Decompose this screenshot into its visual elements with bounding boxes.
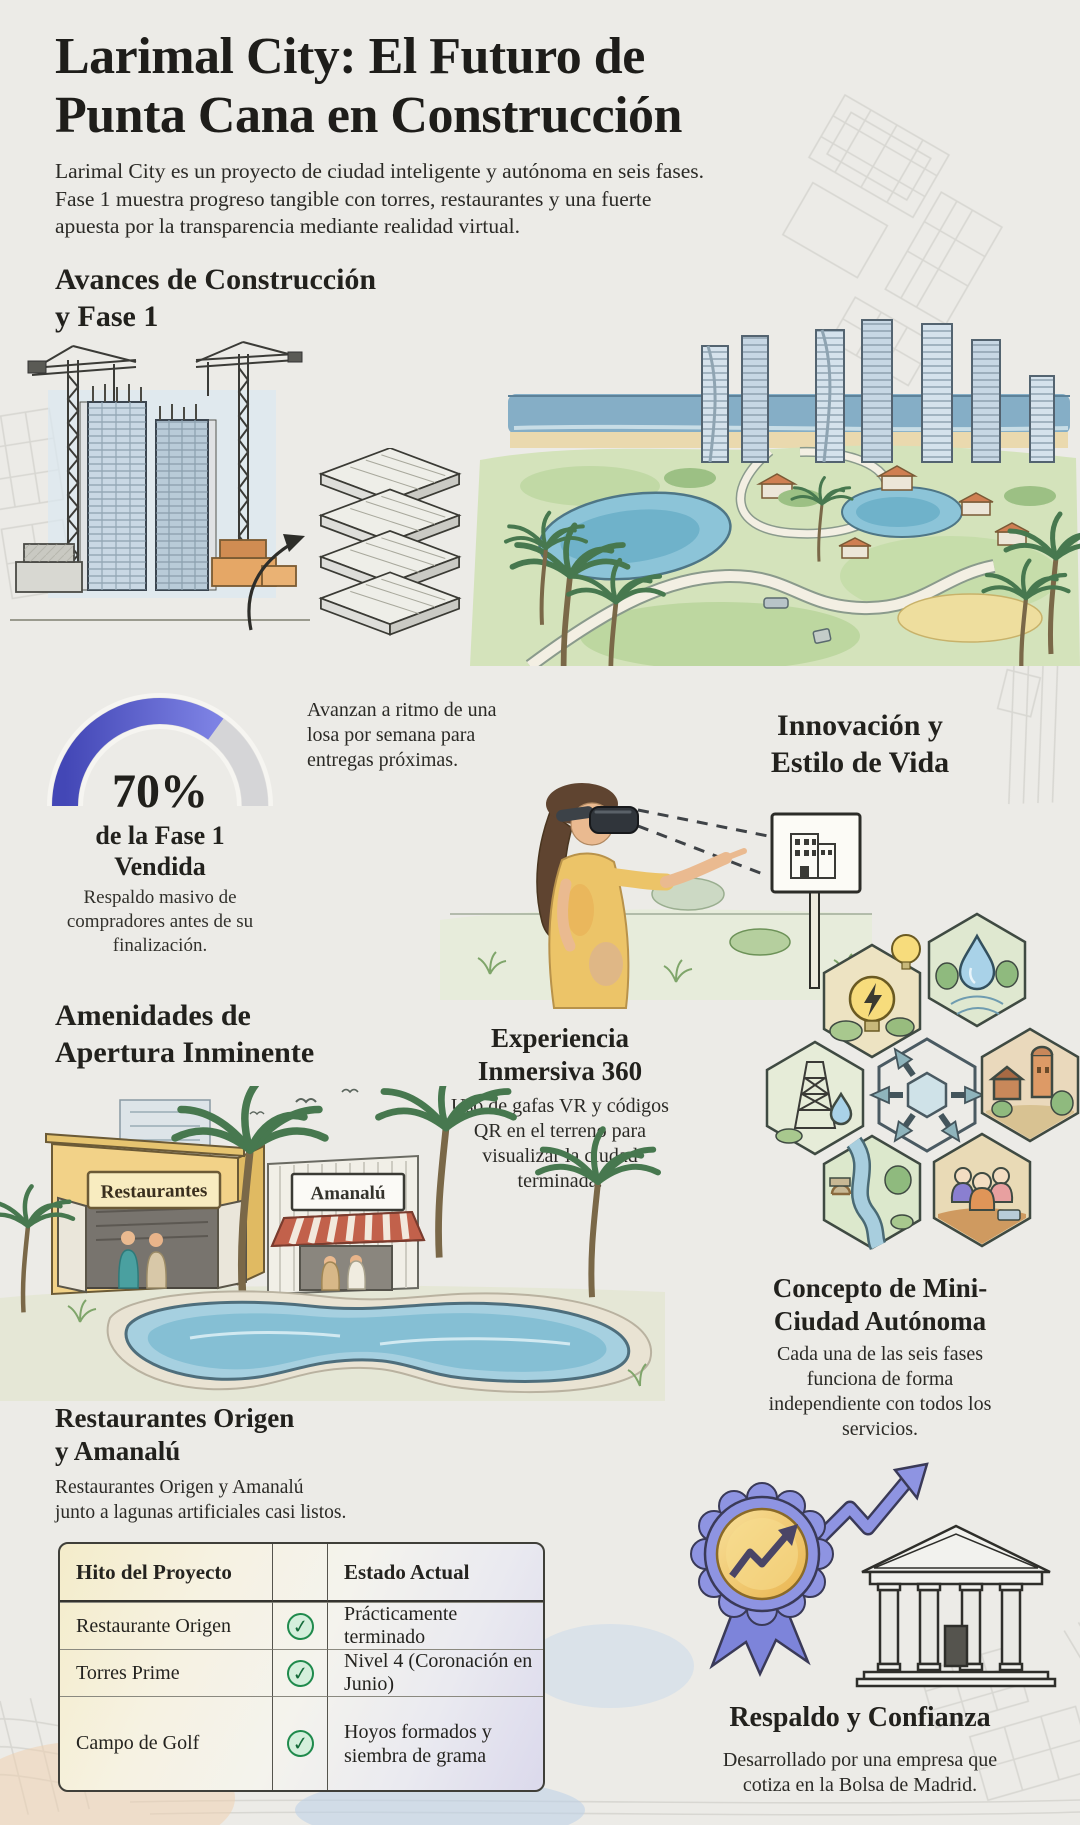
- table-header-check-column: [272, 1544, 328, 1602]
- table-row-check: ✓: [272, 1602, 328, 1649]
- phase1-sold-gauge: 70%: [45, 688, 275, 818]
- sign-amanalu-label: Amanalú: [310, 1182, 386, 1205]
- table-row-milestone: Restaurante Origen: [60, 1602, 272, 1649]
- slab-stack-illustration: [318, 448, 462, 636]
- trust-heading: Respaldo y Confianza: [729, 1702, 991, 1733]
- table-row-milestone: Campo de Golf: [60, 1696, 272, 1790]
- table-row-check: ✓: [272, 1696, 328, 1790]
- vr-woman-icon: [536, 783, 747, 1009]
- construction-heading: Avances de Construcción y Fase 1: [55, 263, 377, 333]
- restaurantes-building-icon: [45, 1132, 265, 1296]
- trust-illustration: [690, 1462, 1057, 1688]
- table-row-status: Prácticamente terminado: [328, 1602, 543, 1649]
- mini-city-heading: Concepto de Mini- Ciudad Autónoma: [772, 1273, 988, 1336]
- river-hex-icon: [822, 1134, 922, 1251]
- immersive-heading: Experiencia Inmersiva 360: [477, 1023, 643, 1086]
- amanalu-building-icon: [267, 1154, 426, 1296]
- table-header-status: Estado Actual: [328, 1544, 543, 1602]
- table-row-status: Hoyos formados y siembra de grama: [328, 1696, 543, 1790]
- gauge-value: 70%: [112, 765, 208, 818]
- page-title: Larimal City: El Futuro de Punta Cana en…: [55, 28, 682, 144]
- check-icon: ✓: [285, 1658, 315, 1688]
- innovation-heading: Innovación y Estilo de Vida: [770, 709, 950, 779]
- trend-arrow-icon: [802, 1462, 929, 1556]
- trust-text: Desarrollado por una empresa que cotiza …: [722, 1749, 998, 1796]
- milestones-table: Hito del Proyecto Estado Actual Restaura…: [58, 1542, 545, 1792]
- city-masterplan-illustration: [470, 319, 1080, 666]
- table-row-status: Nivel 4 (Coronación en Junio): [328, 1649, 543, 1696]
- sign-restaurantes-label: Restaurantes: [100, 1180, 208, 1203]
- table-row-milestone: Torres Prime: [60, 1649, 272, 1696]
- water-hex-icon: [927, 912, 1027, 1028]
- mini-city-text: Cada una de las seis fases funciona de f…: [768, 1343, 992, 1440]
- energy-hex-icon: [822, 934, 922, 1059]
- buildings-hex-icon: [980, 1027, 1080, 1143]
- community-hex-icon: [932, 1132, 1032, 1248]
- mini-city-hex-diagram: [765, 912, 1080, 1251]
- gauge-label: de la Fase 1 Vendida: [95, 821, 225, 882]
- check-icon: ✓: [285, 1728, 315, 1759]
- distribution-hub-icon: [868, 1037, 986, 1153]
- gauge-note: Respaldo masivo de compradores antes de …: [66, 887, 254, 956]
- intro-paragraph: Larimal City es un proyecto de ciudad in…: [55, 159, 704, 239]
- construction-site-illustration: [10, 341, 310, 621]
- table-row-check: ✓: [272, 1649, 328, 1696]
- table-header-milestone: Hito del Proyecto: [60, 1544, 272, 1602]
- restaurants-text: Restaurantes Origen y Amanalú junto a la…: [55, 1477, 347, 1523]
- amenities-illustration: [0, 1086, 665, 1401]
- utility-hex-icon: [765, 1040, 865, 1156]
- city-towers-icon: [701, 319, 1055, 463]
- billboard-icon: [770, 812, 862, 989]
- restaurants-heading: Restaurantes Origen y Amanalú: [55, 1403, 295, 1466]
- arrow-to-slabs-icon: [247, 534, 305, 631]
- amenities-heading: Amenidades de Apertura Inminente: [55, 999, 315, 1069]
- vr-experience-illustration: [440, 783, 872, 1009]
- stock-exchange-icon: [855, 1524, 1057, 1688]
- award-ribbon-icon: [690, 1482, 834, 1678]
- crane-right-icon: [195, 341, 297, 570]
- check-icon: ✓: [285, 1611, 315, 1641]
- slab-note: Avanzan a ritmo de una losa por semana p…: [307, 699, 497, 771]
